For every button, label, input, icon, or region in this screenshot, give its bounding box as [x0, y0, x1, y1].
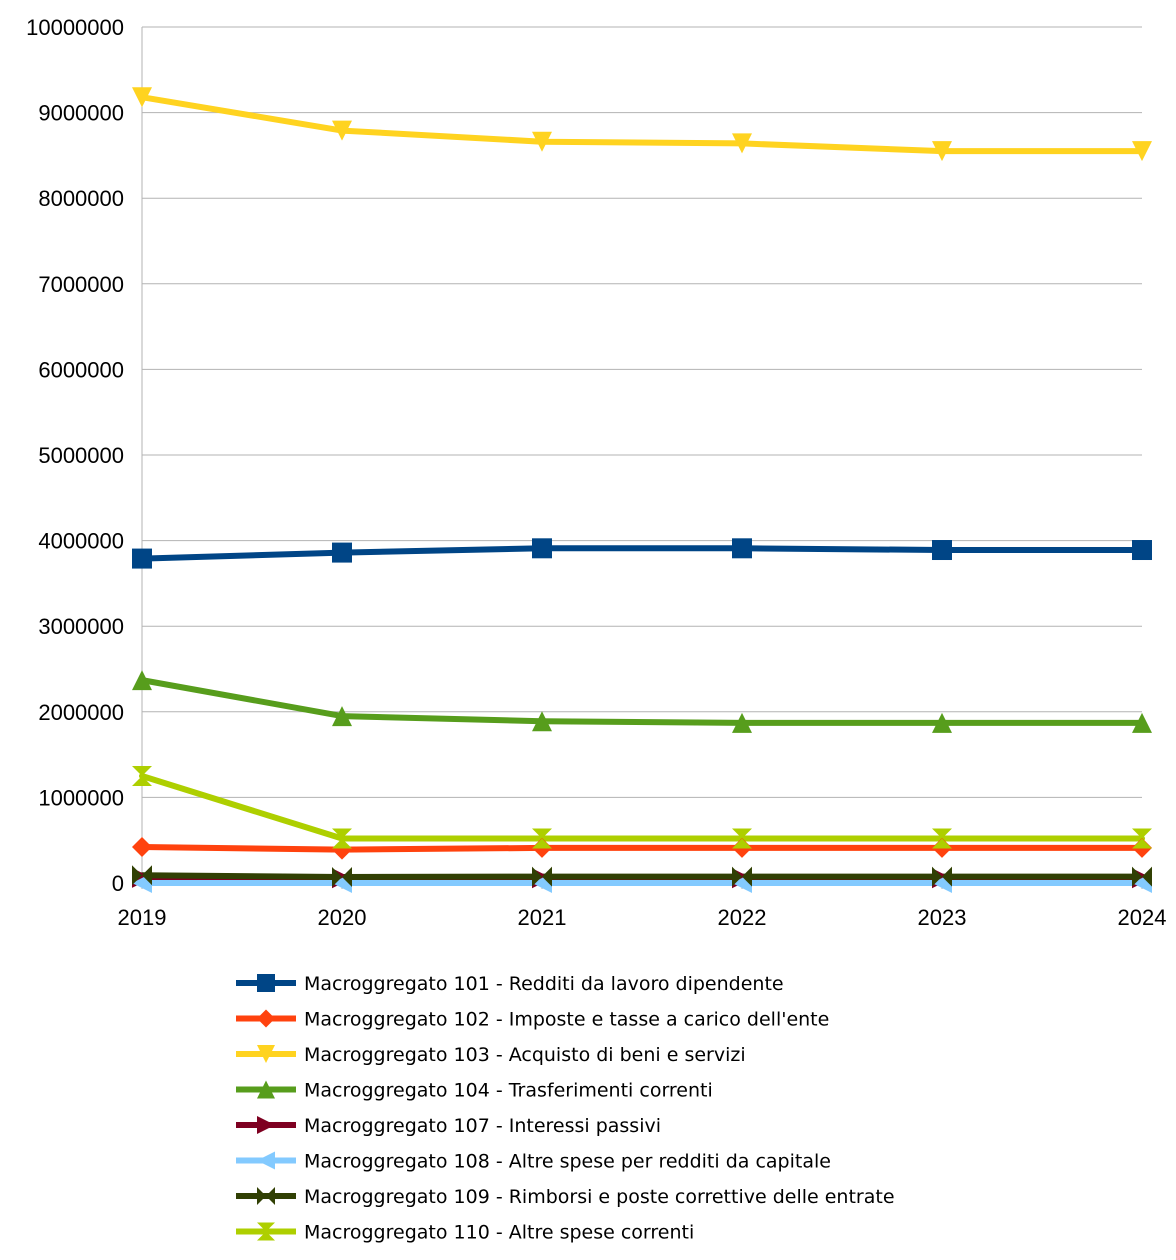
data-point [132, 87, 152, 108]
data-point [532, 866, 552, 887]
series-line [139, 872, 1145, 881]
data-point [732, 712, 752, 733]
data-point [1132, 866, 1152, 887]
legend-marker [257, 1080, 275, 1099]
y-tick-label: 8000000 [38, 186, 124, 211]
data-point [532, 828, 552, 849]
series-line [139, 677, 1145, 726]
legend-marker [257, 974, 275, 992]
data-point [1132, 828, 1152, 849]
y-tick-label: 1000000 [38, 785, 124, 810]
data-point [932, 540, 952, 561]
legend-label: Macroggregato 107 - Interessi passivi [304, 1115, 661, 1137]
legend-marker [257, 1222, 275, 1241]
legend-marker [257, 1009, 275, 1028]
y-tick-label: 6000000 [38, 357, 124, 382]
series-line [139, 545, 1145, 562]
series-lines [139, 94, 1145, 886]
data-point [332, 542, 352, 563]
series-line [139, 773, 1145, 842]
data-point [132, 865, 152, 886]
data-point [732, 866, 752, 887]
legend-marker [257, 1116, 275, 1134]
data-point [1132, 712, 1152, 733]
data-point [132, 766, 152, 786]
y-tick-label: 10000000 [26, 15, 124, 40]
data-point [732, 828, 752, 849]
data-point [332, 706, 352, 727]
legend: Macroggregato 101 - Redditi da lavoro di… [236, 973, 895, 1244]
axes: 0 1000000 2000000 3000000 4000000 5000000 6000… [26, 15, 1166, 930]
legend-marker [257, 1045, 275, 1063]
data-point [732, 538, 752, 559]
legend-marker [257, 1187, 275, 1205]
legend-label: Macroggregato 103 - Acquisto di beni e s… [304, 1044, 746, 1066]
data-point [1132, 141, 1152, 162]
data-point [532, 538, 552, 559]
x-tick-label: 2024 [1118, 905, 1167, 930]
x-tick-label: 2022 [718, 905, 767, 930]
series-markers [132, 87, 1152, 893]
y-tick-label: 9000000 [38, 101, 124, 126]
legend-marker [257, 1151, 275, 1170]
y-tick-label: 4000000 [38, 529, 124, 554]
data-point [1132, 540, 1152, 561]
data-point [932, 141, 952, 162]
data-point [532, 711, 552, 732]
data-point [332, 828, 352, 849]
data-point [332, 867, 352, 888]
series-line [139, 844, 1145, 853]
legend-label: Macroggregato 110 - Altre spese correnti [304, 1222, 694, 1244]
x-tick-label: 2020 [318, 905, 367, 930]
y-tick-label: 5000000 [38, 443, 124, 468]
data-point [332, 120, 352, 141]
data-point [532, 131, 552, 152]
data-point [932, 712, 952, 733]
legend-label: Macroggregato 108 - Altre spese per redd… [304, 1151, 831, 1173]
y-tick-label: 7000000 [38, 272, 124, 297]
data-point [932, 866, 952, 887]
legend-label: Macroggregato 109 - Rimborsi e poste cor… [304, 1186, 895, 1208]
y-tick-label: 3000000 [38, 614, 124, 639]
y-tick-label: 0 [112, 871, 124, 896]
data-point [132, 837, 152, 858]
y-tick-label: 2000000 [38, 700, 124, 725]
legend-label: Macroggregato 101 - Redditi da lavoro di… [304, 973, 784, 995]
gridlines [142, 26, 1142, 884]
data-point [132, 670, 152, 691]
data-point [932, 828, 952, 849]
x-tick-label: 2023 [918, 905, 967, 930]
series-line [139, 94, 1145, 155]
x-tick-label: 2021 [518, 905, 567, 930]
x-tick-label: 2019 [118, 905, 167, 930]
data-point [732, 133, 752, 154]
legend-label: Macroggregato 102 - Imposte e tasse a ca… [304, 1009, 829, 1031]
legend-label: Macroggregato 104 - Trasferimenti corren… [304, 1080, 713, 1102]
data-point [132, 548, 152, 569]
